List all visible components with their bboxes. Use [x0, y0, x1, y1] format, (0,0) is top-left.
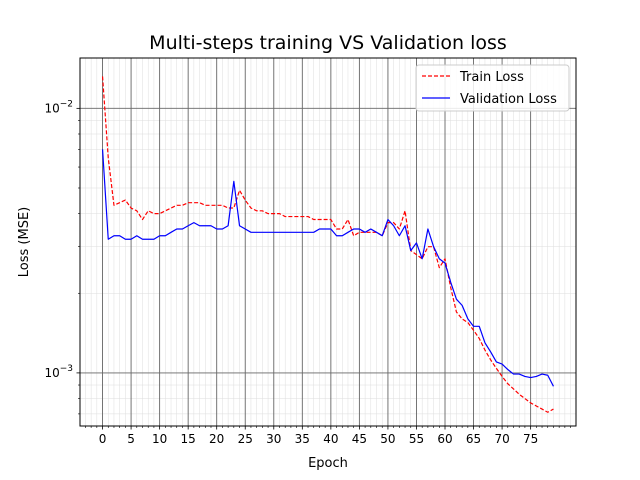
chart-title: Multi-steps training VS Validation loss: [149, 32, 507, 54]
legend-train-label: Train Loss: [459, 70, 524, 85]
y-tick-label: 10−3: [44, 364, 73, 380]
series-layer: [101, 76, 554, 413]
x-tick-label: 35: [295, 432, 310, 446]
x-tick-label: 20: [209, 432, 224, 446]
x-tick-label: 25: [238, 432, 253, 446]
x-tick-label: 75: [523, 432, 538, 446]
plot-frame: [79, 57, 577, 427]
major-grid: [80, 58, 576, 426]
x-tick-label: 65: [466, 432, 481, 446]
x-tick-label: 50: [380, 432, 395, 446]
minor-grid: [80, 58, 576, 426]
legend-validation-label: Validation Loss: [460, 92, 557, 107]
x-tick-label: 60: [437, 432, 452, 446]
train-loss-line: [101, 76, 554, 413]
x-axis-label: Epoch: [308, 456, 348, 471]
validation-loss-line: [101, 149, 554, 387]
x-tick-label: 70: [494, 432, 509, 446]
x-tick-label: 45: [352, 432, 367, 446]
legend: Train Loss Validation Loss: [415, 64, 570, 112]
x-tick-label: 15: [181, 432, 196, 446]
x-tick-label: 55: [409, 432, 424, 446]
x-tick-label: 5: [127, 432, 135, 446]
y-axis-label: Loss (MSE): [17, 207, 32, 277]
x-axis-ticks: 0 5 10 15 20 25 30 35 40 45 50 55 60 65 70 75: [85, 426, 571, 446]
x-tick-label: 40: [323, 432, 338, 446]
y-axis-ticks: 10−2 10−3: [44, 99, 80, 415]
x-tick-label: 30: [266, 432, 281, 446]
legend-box: [415, 64, 570, 112]
x-tick-label: 10: [152, 432, 167, 446]
y-tick-label: 10−2: [44, 99, 73, 115]
x-tick-label: 0: [99, 432, 107, 446]
